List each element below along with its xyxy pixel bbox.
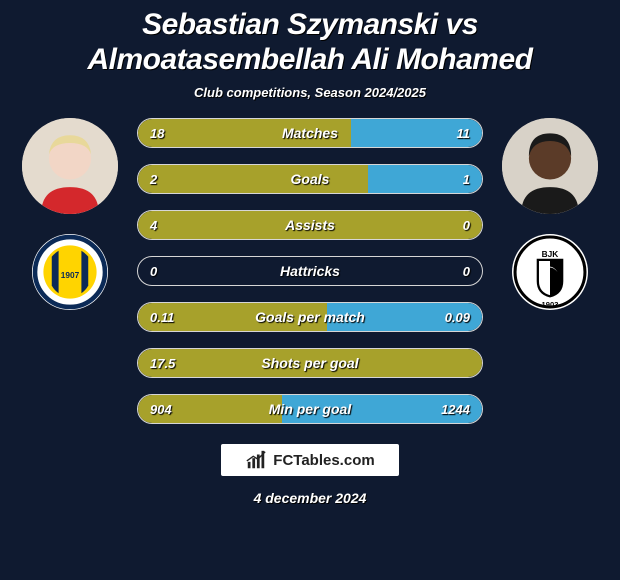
stat-fill-left bbox=[138, 303, 327, 331]
svg-text:1907: 1907 bbox=[61, 270, 80, 280]
stat-value-right: 0 bbox=[463, 257, 470, 285]
brand-text: FCTables.com bbox=[273, 452, 374, 469]
stat-fill-right bbox=[327, 303, 482, 331]
stat-label: Hattricks bbox=[138, 257, 482, 285]
player-right-avatar bbox=[502, 118, 598, 214]
club-left-badge: 1907 bbox=[32, 234, 108, 310]
stat-fill-left bbox=[138, 119, 351, 147]
right-column: BJK 1903 bbox=[490, 118, 610, 310]
stat-fill-left bbox=[138, 211, 482, 239]
svg-text:1903: 1903 bbox=[542, 300, 559, 309]
chart-icon bbox=[245, 449, 267, 471]
club-right-badge: BJK 1903 bbox=[512, 234, 588, 310]
stat-row: 17.5Shots per goal bbox=[137, 348, 483, 378]
stat-row: 1811Matches bbox=[137, 118, 483, 148]
brand-badge: FCTables.com bbox=[221, 444, 399, 476]
player-left-avatar bbox=[22, 118, 118, 214]
stat-value-left: 0 bbox=[150, 257, 157, 285]
stat-fill-right bbox=[351, 119, 482, 147]
stat-row: 40Assists bbox=[137, 210, 483, 240]
stat-row: 21Goals bbox=[137, 164, 483, 194]
stat-fill-right bbox=[282, 395, 482, 423]
svg-text:BJK: BJK bbox=[542, 249, 559, 259]
date-text: 4 december 2024 bbox=[0, 490, 620, 506]
stat-row: 9041244Min per goal bbox=[137, 394, 483, 424]
left-column: 1907 bbox=[10, 118, 130, 310]
stat-fill-left bbox=[138, 395, 282, 423]
stat-fill-left bbox=[138, 349, 482, 377]
subtitle: Club competitions, Season 2024/2025 bbox=[0, 85, 620, 100]
stat-row: 0 0Hattricks bbox=[137, 256, 483, 286]
stat-fill-left bbox=[138, 165, 368, 193]
page-title: Sebastian Szymanski vs Almoatasembellah … bbox=[0, 0, 620, 79]
comparison-layout: 1907 BJK 1903 1811Matches21Goa bbox=[0, 118, 620, 424]
stat-row: 0.110.09Goals per match bbox=[137, 302, 483, 332]
stats-bars: 1811Matches 21Goals 40Assists 0 0Hattricks 0.… bbox=[137, 118, 483, 424]
stat-fill-right bbox=[368, 165, 482, 193]
